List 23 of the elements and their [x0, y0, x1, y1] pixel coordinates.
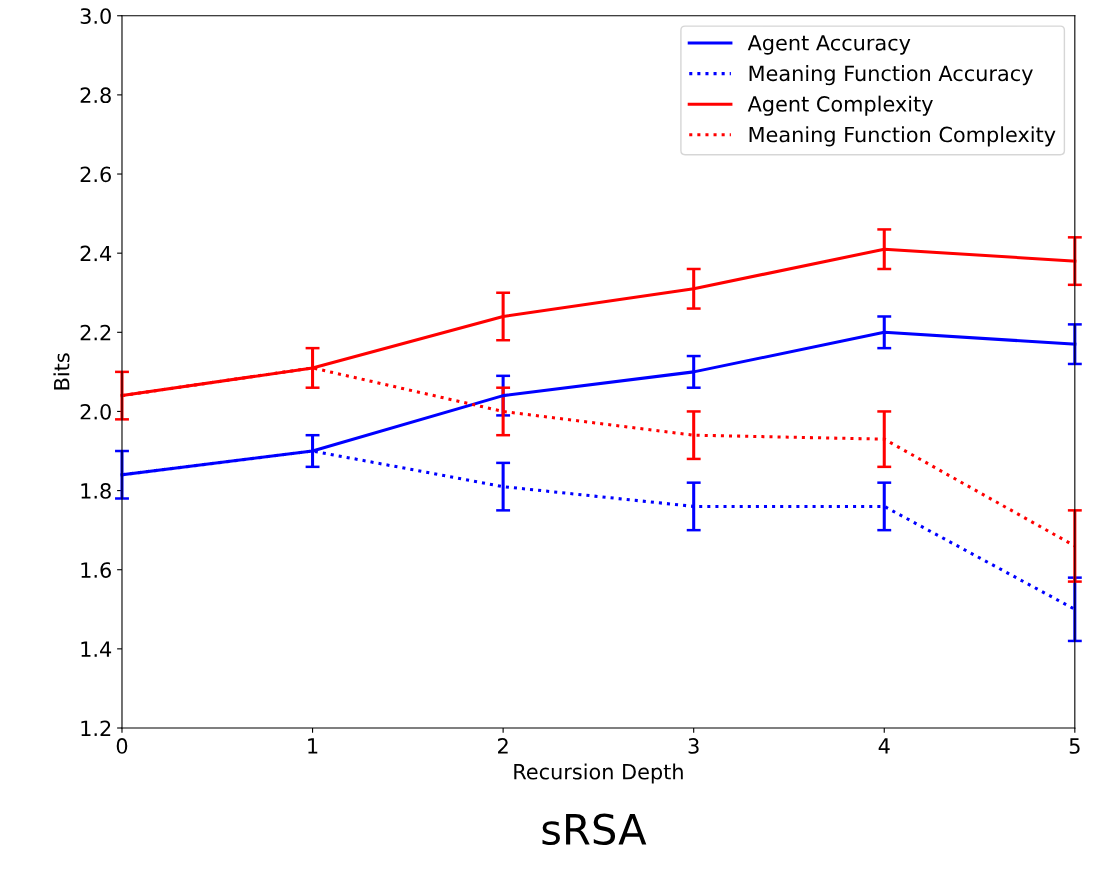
x-tick-label: 3 [688, 738, 699, 754]
y-tick-label: 1.8 [81, 483, 111, 499]
y-tick-label: 1.2 [81, 720, 111, 736]
text: sRSA [542, 813, 647, 846]
y-tick-label: 1.4 [81, 641, 112, 657]
y-tick-label: 3.0 [80, 8, 111, 24]
legend-label: Agent Complexity [747, 95, 933, 116]
y-tick-label: 2.8 [80, 87, 111, 104]
x-tick-label: 4 [878, 738, 890, 754]
x-tick-label: 0 [116, 738, 128, 754]
x-tick-label: 2 [498, 738, 508, 754]
y-tick-label: 2.0 [80, 403, 111, 420]
legend-label: Meaning Function Accuracy [749, 65, 1033, 86]
y-axis-title: Bits [53, 353, 70, 390]
legend-label: Meaning Function Complexity [749, 126, 1056, 147]
y-tick-label: 2.6 [80, 166, 111, 183]
x-axis-title: Recursion Depth [514, 763, 683, 784]
y-tick-label: 1.6 [81, 562, 111, 578]
legend-label: Agent Accuracy [747, 35, 911, 55]
y-tick-label: 2.4 [80, 245, 112, 262]
x-tick-label: 5 [1069, 738, 1080, 754]
x-tick-label: 1 [308, 738, 318, 754]
y-tick-label: 2.2 [80, 324, 111, 341]
